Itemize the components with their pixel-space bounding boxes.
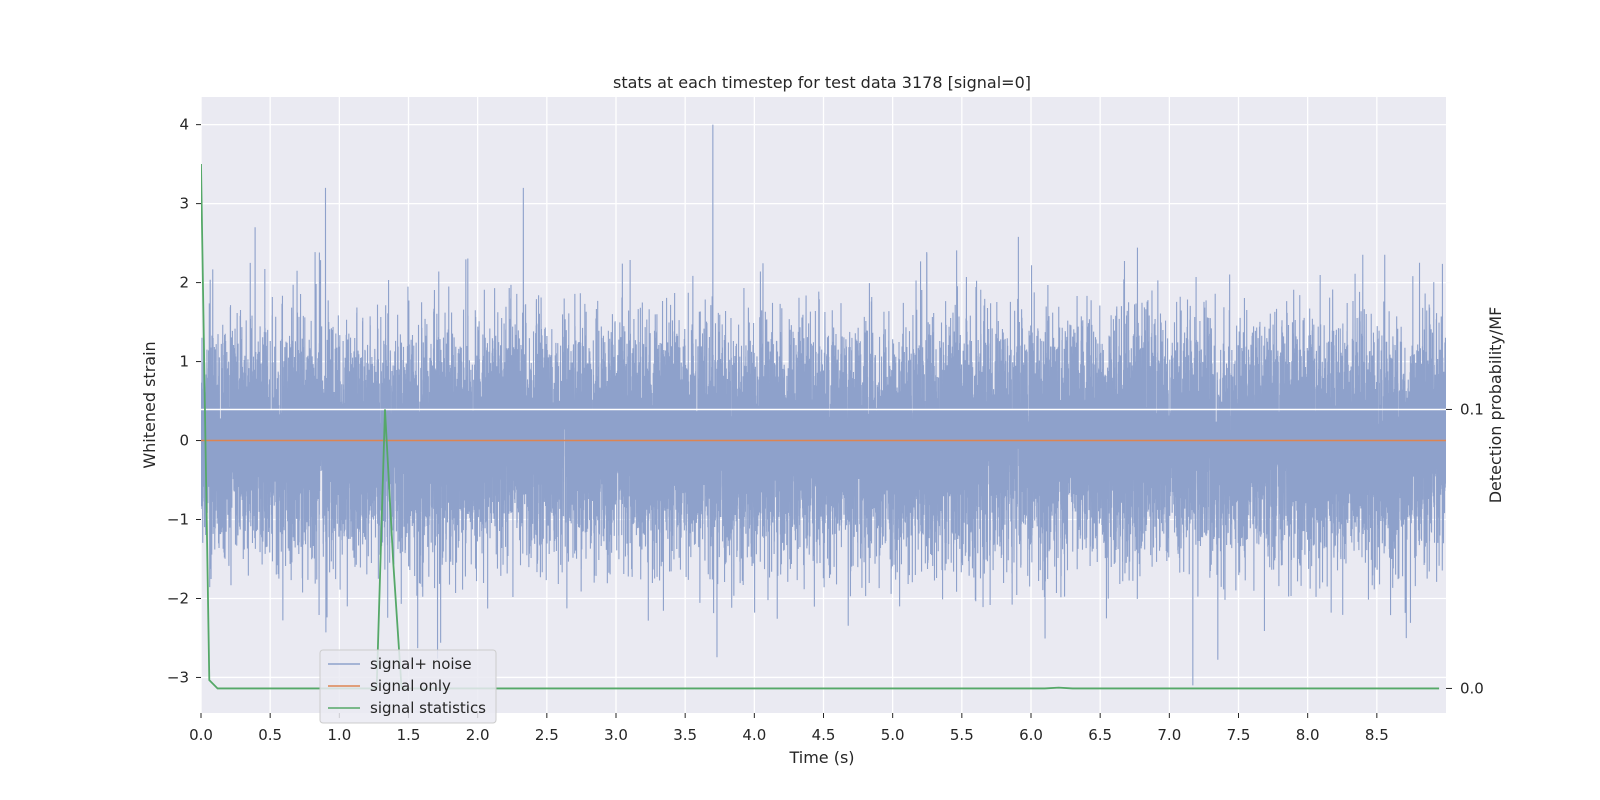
x-tick-label: 1.0 <box>327 726 351 744</box>
legend-label-signal-only: signal only <box>370 677 451 695</box>
y-tick-label: 0 <box>179 432 189 450</box>
legend-label-signal-noise: signal+ noise <box>370 655 472 673</box>
y2-axis-label: Detection probability/MF <box>1486 307 1505 504</box>
series-signal-noise <box>201 124 1446 686</box>
x-tick-label: 7.5 <box>1227 726 1251 744</box>
y-tick-label: 3 <box>179 195 189 213</box>
x-tick-label: 2.5 <box>535 726 559 744</box>
y2-tick-label: 0.1 <box>1460 400 1484 418</box>
legend: signal+ noise signal only signal statist… <box>319 649 497 724</box>
line-signal-statistics <box>201 163 1440 690</box>
x-tick-label: 3.5 <box>673 726 697 744</box>
y-tick-label: −3 <box>167 668 189 686</box>
x-tick-label: 0.0 <box>189 726 213 744</box>
x-tick-label: 0.5 <box>258 726 282 744</box>
x-tick-label: 5.5 <box>950 726 974 744</box>
x-tick-label: 4.0 <box>742 726 766 744</box>
y-tick-label: 1 <box>179 353 189 371</box>
x-tick-label: 2.0 <box>466 726 490 744</box>
overlay-series <box>201 163 1446 690</box>
x-tick-label: 8.5 <box>1365 726 1389 744</box>
y-axis-label: Whitened strain <box>140 341 159 468</box>
y-tick-label: 4 <box>179 116 189 134</box>
chart-title: stats at each timestep for test data 317… <box>613 73 1031 92</box>
line-signal-noise <box>201 124 1446 686</box>
x-tick-label: 4.5 <box>812 726 836 744</box>
x-tick-label: 1.5 <box>397 726 421 744</box>
x-tick-label: 6.0 <box>1019 726 1043 744</box>
y-axis-ticks: −3 −2 −1 0 1 2 3 4 <box>167 116 201 686</box>
x-tick-label: 8.0 <box>1296 726 1320 744</box>
x-tick-label: 3.0 <box>604 726 628 744</box>
y2-tick-label: 0.0 <box>1460 679 1484 697</box>
x-axis-ticks: 0.0 0.5 1.0 1.5 2.0 2.5 3.0 3.5 4.0 4.5 5.0 5.5 6.0 6… <box>189 713 1389 744</box>
x-tick-label: 5.0 <box>881 726 905 744</box>
y-tick-label: −1 <box>167 511 189 529</box>
x-tick-label: 6.5 <box>1088 726 1112 744</box>
y-tick-label: −2 <box>167 589 189 607</box>
y2-axis-ticks: 0.0 0.1 <box>1446 400 1484 697</box>
y-tick-label: 2 <box>179 274 189 292</box>
legend-box <box>319 649 497 724</box>
x-axis-label: Time (s) <box>788 748 854 767</box>
x-tick-label: 7.0 <box>1157 726 1181 744</box>
legend-label-signal-statistics: signal statistics <box>370 699 486 717</box>
